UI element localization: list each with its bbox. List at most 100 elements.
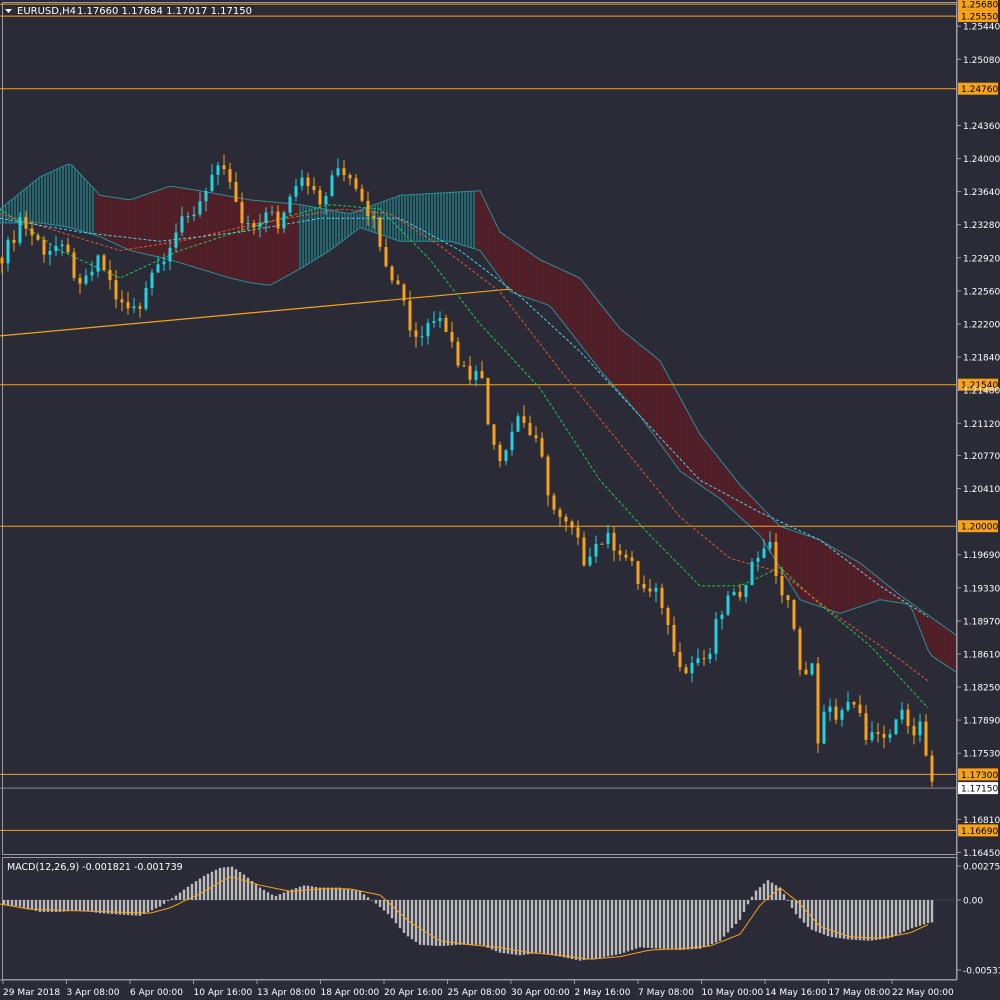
- candle-body: [252, 223, 256, 228]
- macd-histogram-bar: [94, 900, 98, 913]
- macd-histogram-bar: [890, 900, 894, 938]
- candle-body: [762, 548, 766, 558]
- macd-histogram-bar: [930, 900, 934, 923]
- candle-body: [660, 587, 664, 608]
- macd-histogram-bar: [854, 900, 858, 940]
- macd-histogram-bar: [550, 900, 554, 956]
- price-tick-label: 1.21120: [963, 420, 1000, 430]
- candle-body: [90, 271, 94, 276]
- candle-body: [474, 371, 478, 380]
- candle-body: [240, 201, 244, 224]
- macd-histogram-bar: [738, 900, 742, 920]
- macd-histogram-bar: [626, 900, 630, 952]
- price-tick-label: 1.24000: [963, 155, 1000, 165]
- candle-body: [12, 239, 16, 243]
- candle-body: [564, 516, 568, 522]
- candle-body: [480, 371, 484, 379]
- macd-histogram-bar: [290, 889, 294, 900]
- macd-histogram-bar: [470, 900, 474, 945]
- macd-histogram-bar: [878, 900, 882, 940]
- horizontal-levels: 1.25680 1.25550 1.24760 1.21540 1.20000 1.173…: [0, 0, 998, 837]
- macd-histogram-bar: [522, 900, 526, 955]
- candle-body: [264, 212, 268, 223]
- candle-body: [738, 591, 742, 598]
- macd-histogram-bar: [234, 869, 238, 900]
- level-tag: [958, 520, 998, 533]
- macd-histogram-bar: [330, 887, 334, 900]
- macd-histogram-bar: [250, 881, 254, 900]
- macd-histogram-bar: [758, 887, 762, 900]
- candle-body: [834, 706, 838, 720]
- macd-histogram-bar: [154, 900, 158, 909]
- candle-body: [132, 306, 136, 309]
- macd-histogram-bar: [826, 900, 830, 937]
- candle-body: [186, 216, 190, 218]
- macd-histogram-bar: [922, 900, 926, 925]
- candle-body: [648, 588, 652, 592]
- macd-histogram-bar: [118, 900, 122, 915]
- chart-menu-triangle-icon[interactable]: [5, 9, 12, 13]
- candle-body: [210, 174, 214, 192]
- macd-histogram-bar: [190, 883, 194, 900]
- candle-body: [6, 239, 10, 264]
- macd-histogram-bar: [490, 900, 494, 950]
- macd-histogram-bar: [318, 887, 322, 900]
- macd-histogram-bar: [714, 900, 718, 943]
- candle-body: [228, 169, 232, 183]
- macd-histogram-bar: [694, 900, 698, 949]
- time-tick-label: 25 Apr 08:00: [448, 988, 507, 998]
- macd-histogram-bar: [246, 877, 250, 900]
- macd-histogram-bar: [778, 887, 782, 900]
- macd-histogram-bar: [850, 900, 854, 940]
- macd-histogram-bar: [38, 900, 42, 912]
- macd-histogram-bar: [630, 900, 634, 951]
- candle-body: [84, 275, 88, 284]
- macd-histogram-bar: [722, 900, 726, 937]
- candle-body: [912, 726, 916, 736]
- candle-body: [276, 211, 280, 229]
- candle-body: [294, 186, 298, 197]
- macd-histogram-bar: [242, 874, 246, 900]
- macd-histogram-bar: [710, 900, 714, 944]
- macd-histogram-bar: [502, 900, 506, 954]
- price-axis-labels: 1.25440 1.25080 1.24360 1.24000 1.23640 1.232…: [957, 23, 1000, 859]
- macd-histogram-bar: [222, 867, 226, 900]
- macd-histogram-bar: [306, 885, 310, 900]
- macd-histogram-bar: [566, 900, 570, 959]
- price-tick-label: 1.25080: [963, 56, 1000, 66]
- candle-body: [600, 543, 604, 545]
- candle-body: [888, 734, 892, 738]
- time-tick-label: 10 Apr 16:00: [194, 988, 253, 998]
- candle-body: [30, 228, 34, 236]
- macd-histogram-bar: [106, 900, 110, 914]
- macd-histogram-bar: [98, 900, 102, 914]
- macd-histogram-bar: [674, 900, 678, 950]
- macd-histogram-bar: [730, 900, 734, 929]
- macd-histogram-bar: [198, 878, 202, 900]
- candle-body: [828, 706, 832, 712]
- price-tick-label: 1.19690: [963, 551, 1000, 561]
- candle-body: [744, 585, 748, 597]
- macd-histogram-bar: [498, 900, 502, 953]
- candle-body: [192, 214, 196, 217]
- macd-histogram-bar: [910, 900, 914, 929]
- time-tick-label: 20 Apr 16:00: [384, 988, 443, 998]
- macd-histogram-bar: [918, 900, 922, 926]
- candle-body: [510, 431, 514, 451]
- macd-histogram-bar: [202, 875, 206, 900]
- macd-histogram-bar: [514, 900, 518, 955]
- macd-tick-label: -0.005314: [963, 967, 1000, 977]
- macd-histogram-bar: [590, 900, 594, 959]
- macd-histogram-bar: [558, 900, 562, 957]
- candle-body: [858, 704, 862, 714]
- macd-histogram-bar: [530, 900, 534, 954]
- macd-histogram-bar: [254, 884, 258, 900]
- macd-histogram-bar: [430, 900, 434, 946]
- macd-histogram-bar: [634, 900, 638, 949]
- macd-histogram-bar: [774, 885, 778, 900]
- macd-histogram-bar: [754, 890, 758, 900]
- macd-histogram-bar: [542, 900, 546, 954]
- candle-body: [684, 667, 688, 674]
